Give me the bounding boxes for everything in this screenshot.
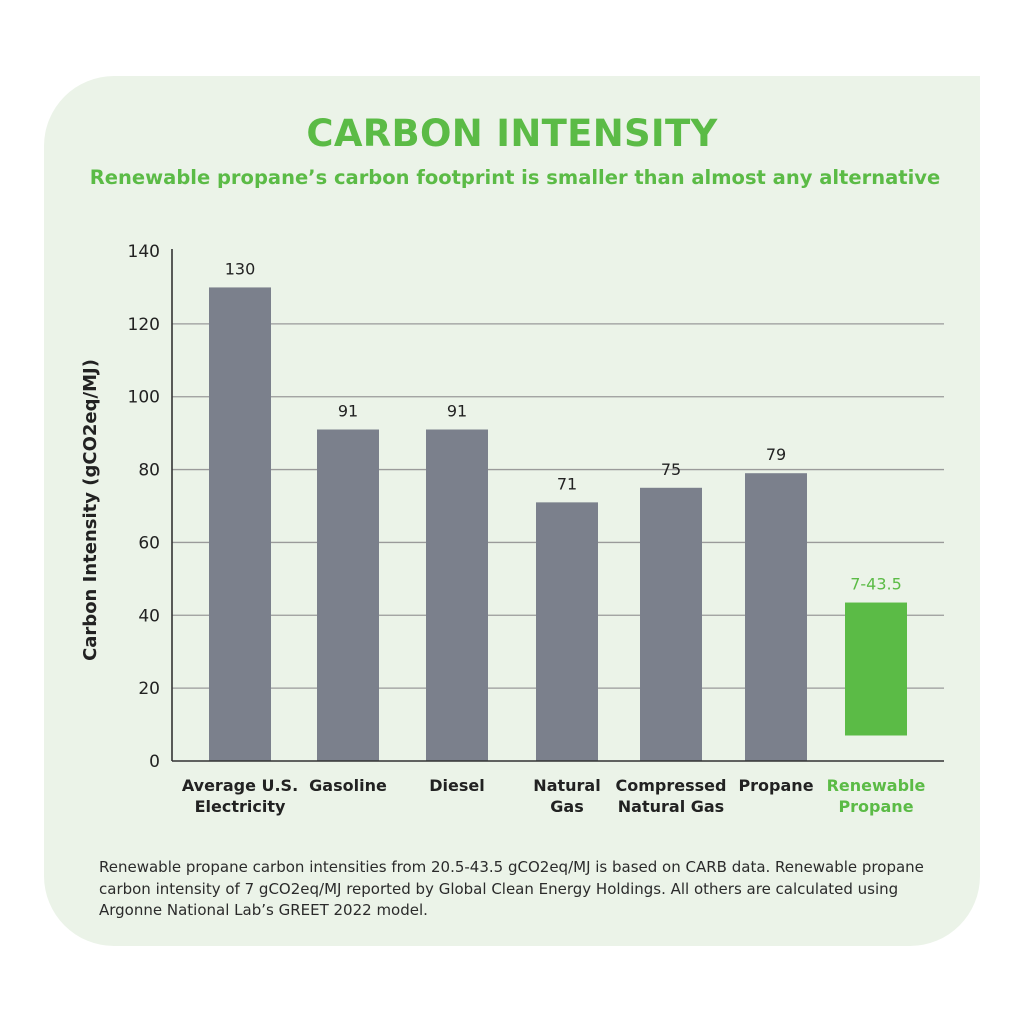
data-label: 7-43.5 (850, 575, 902, 594)
y-tick-label: 60 (138, 533, 160, 553)
x-tick-label: Gasoline (309, 776, 387, 795)
data-label: 75 (661, 460, 681, 479)
y-tick-label: 120 (128, 315, 160, 335)
bar (745, 473, 807, 761)
bar (317, 429, 379, 761)
data-label: 79 (766, 445, 786, 464)
bar (209, 287, 271, 761)
x-tick-label: Average U.S. Electricity (182, 776, 298, 816)
x-tick-label: Renewable Propane (827, 776, 926, 816)
y-tick-label: 80 (138, 461, 160, 481)
chart-card (44, 76, 980, 946)
x-tick-label: Propane (738, 776, 813, 795)
bar (845, 602, 907, 736)
chart-title: CARBON INTENSITY (306, 112, 718, 155)
bar (426, 429, 488, 761)
x-tick-label: Compressed Natural Gas (616, 776, 727, 816)
x-tick-label: Diesel (429, 776, 484, 795)
y-axis-label: Carbon Intensity (gCO2eq/MJ) (80, 359, 101, 661)
y-tick-label: 0 (149, 752, 160, 772)
y-tick-label: 140 (128, 242, 160, 262)
data-label: 91 (338, 402, 358, 421)
y-tick-label: 40 (138, 606, 160, 626)
data-label: 71 (557, 474, 577, 493)
data-label: 91 (447, 402, 467, 421)
data-label: 130 (225, 259, 256, 278)
footnote: Renewable propane carbon intensities fro… (99, 858, 924, 919)
bar (536, 502, 598, 761)
bar (640, 487, 702, 761)
x-tick-label: Natural Gas (533, 776, 600, 816)
y-tick-label: 20 (138, 679, 160, 699)
chart-subtitle: Renewable propane’s carbon footprint is … (89, 166, 941, 189)
y-tick-label: 100 (128, 388, 160, 408)
